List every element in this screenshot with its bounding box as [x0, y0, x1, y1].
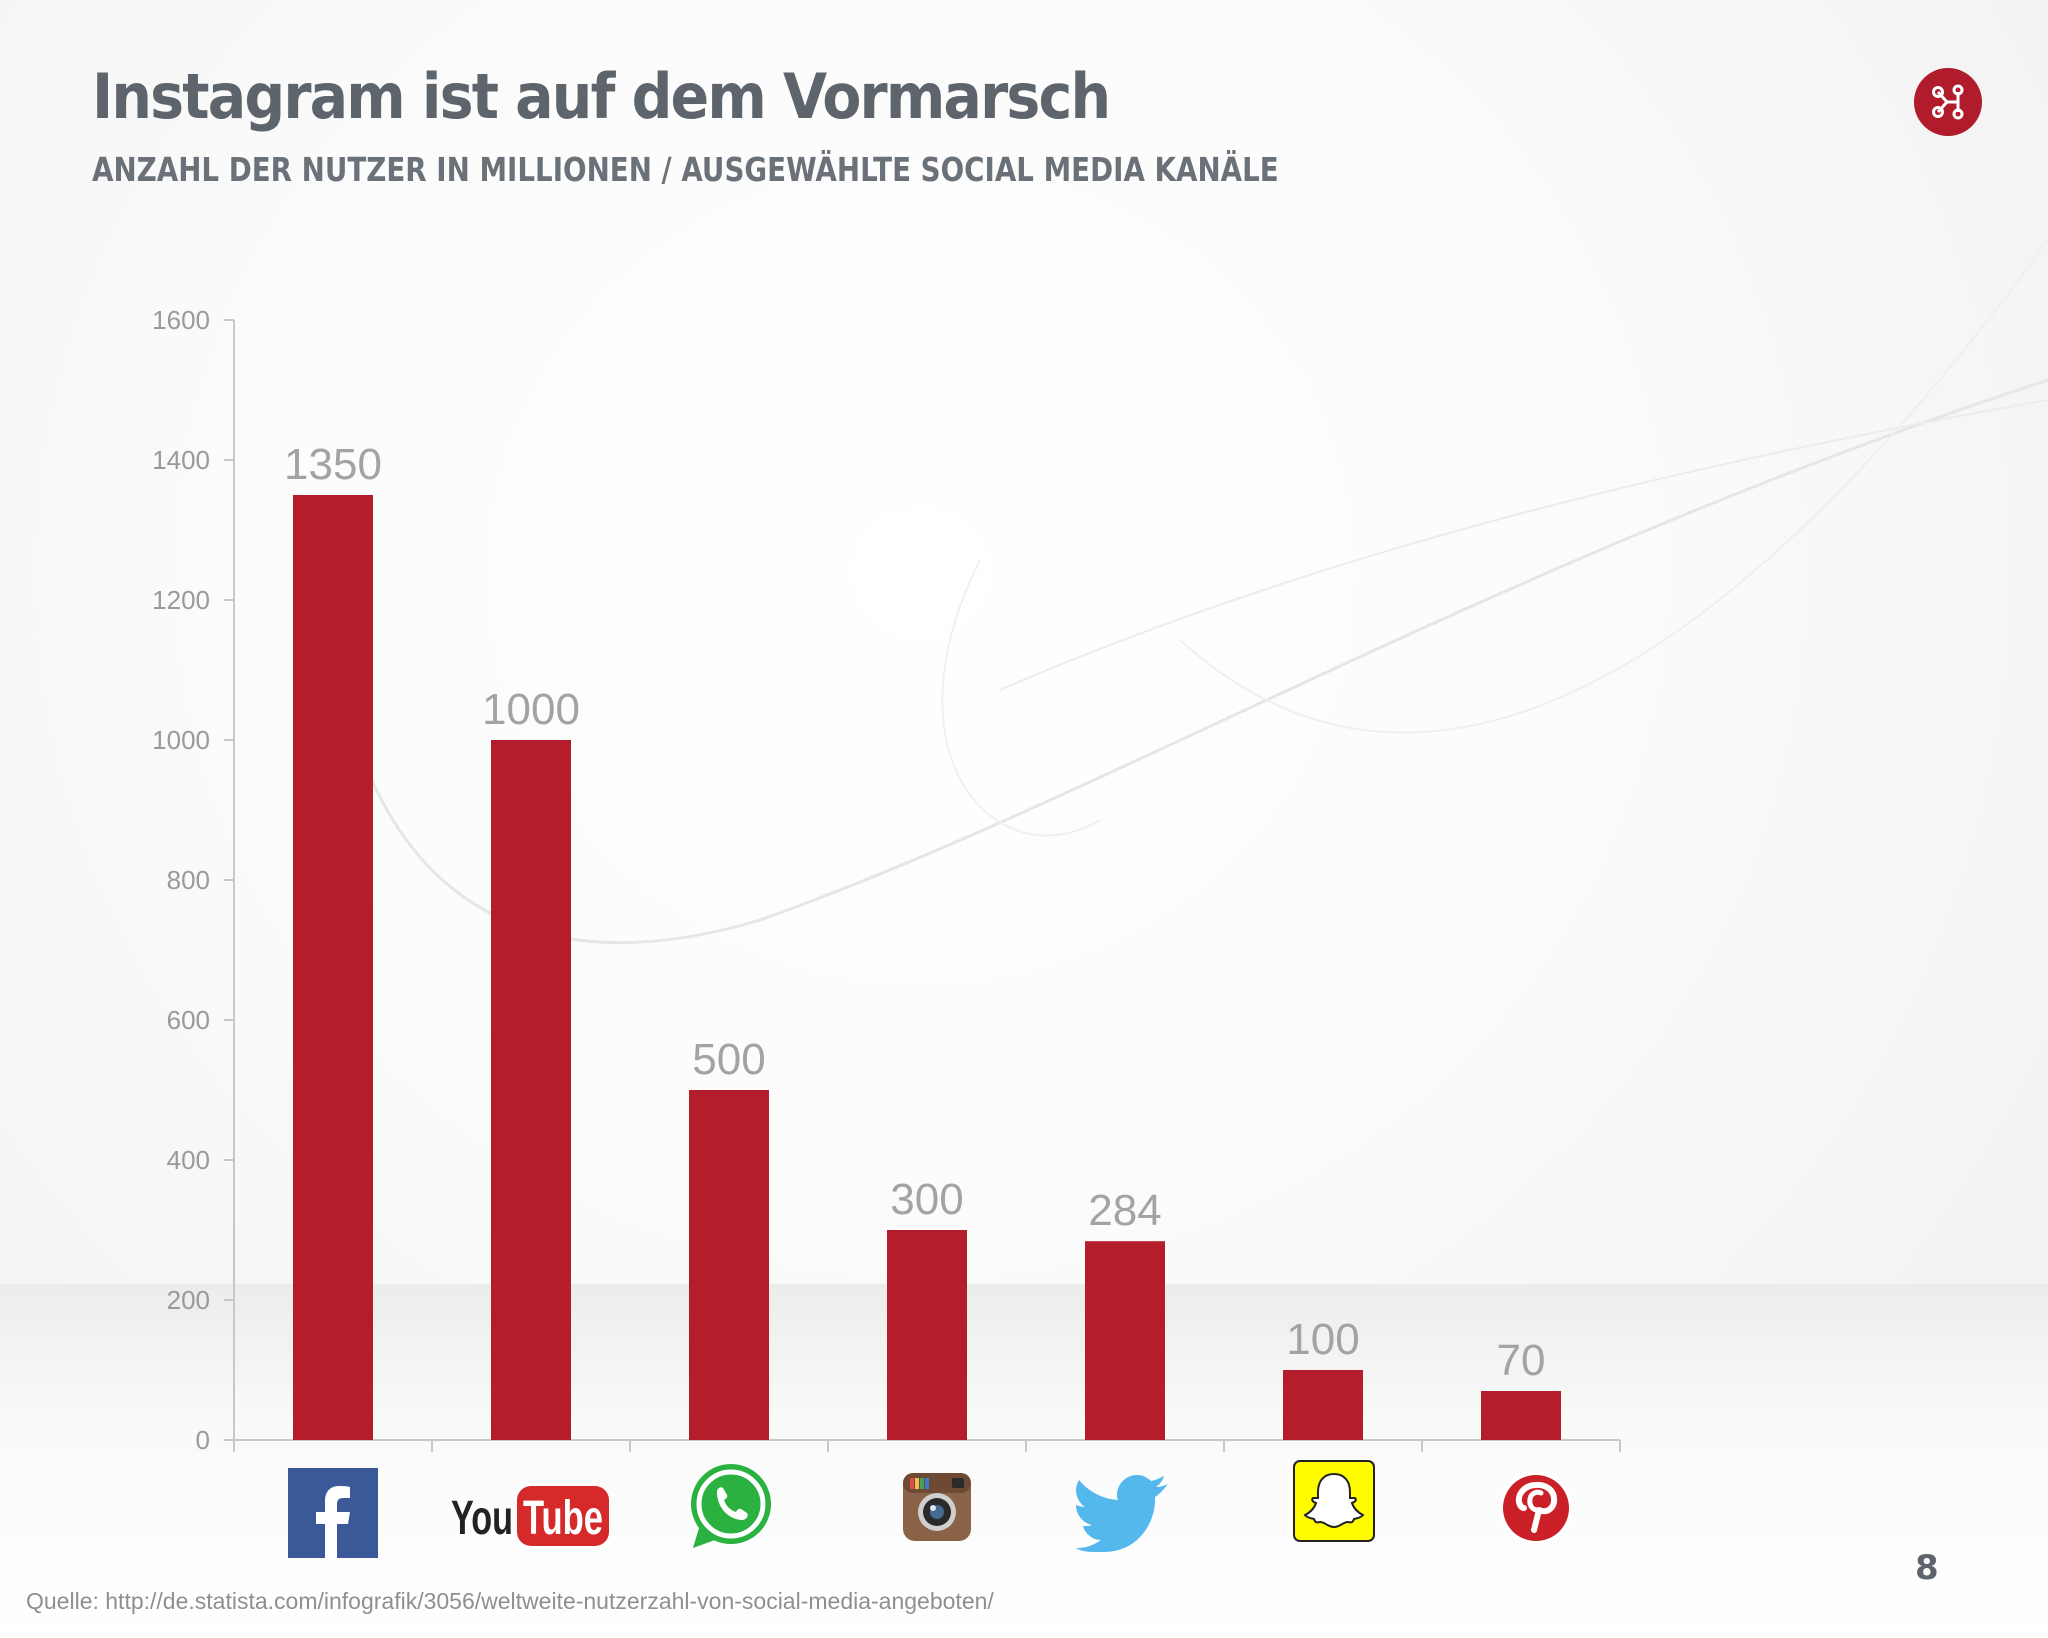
- instagram-logo-icon: [903, 1473, 971, 1541]
- pinterest-logo-icon: [1499, 1471, 1573, 1545]
- bar-instagram: [887, 1230, 967, 1440]
- page-title: Instagram ist auf dem Vormarsch: [92, 60, 1111, 133]
- y-tick-label: 600: [167, 1005, 210, 1035]
- bar-pinterest: [1481, 1391, 1561, 1440]
- bar-snapchat: [1283, 1370, 1363, 1440]
- y-tick-label: 0: [196, 1425, 210, 1455]
- youtube-logo-icon: You Tube: [451, 1486, 609, 1546]
- snapchat-logo-icon: [1293, 1460, 1375, 1542]
- bar-facebook: [293, 495, 373, 1440]
- y-axis-ticks: 0 200 400 600 800 1000 1200 1400 1600: [152, 305, 234, 1455]
- data-label-whatsapp: 500: [692, 1035, 765, 1084]
- data-label-snapchat: 100: [1286, 1315, 1359, 1364]
- bar-whatsapp: [689, 1090, 769, 1440]
- network-share-icon[interactable]: [1914, 68, 1982, 136]
- y-tick-label: 1600: [152, 305, 210, 335]
- data-label-twitter: 284: [1088, 1186, 1161, 1235]
- y-tick-label: 400: [167, 1145, 210, 1175]
- bar-twitter: [1085, 1241, 1165, 1440]
- facebook-logo-icon: [288, 1468, 378, 1558]
- y-tick-label: 800: [167, 865, 210, 895]
- twitter-logo-icon: [1076, 1475, 1168, 1552]
- data-label-facebook: 1350: [284, 440, 382, 489]
- y-tick-label: 1000: [152, 725, 210, 755]
- svg-text:You: You: [451, 1492, 513, 1545]
- y-tick-label: 1200: [152, 585, 210, 615]
- svg-text:Tube: Tube: [523, 1492, 603, 1545]
- page-number: 8: [1915, 1548, 1939, 1588]
- data-labels: 1350 1000 500 300 284 100 70: [284, 440, 1545, 1385]
- page-subtitle: ANZAHL DER NUTZER IN MILLIONEN / AUSGEWÄ…: [92, 150, 1279, 189]
- y-tick-label: 1400: [152, 445, 210, 475]
- bar-youtube: [491, 740, 571, 1440]
- y-tick-label: 200: [167, 1285, 210, 1315]
- data-label-pinterest: 70: [1497, 1336, 1546, 1385]
- chart-bars: [293, 495, 1561, 1440]
- data-label-youtube: 1000: [482, 685, 580, 734]
- whatsapp-logo-icon: [691, 1464, 771, 1548]
- source-citation: Quelle: http://de.statista.com/infografi…: [26, 1588, 994, 1614]
- data-label-instagram: 300: [890, 1175, 963, 1224]
